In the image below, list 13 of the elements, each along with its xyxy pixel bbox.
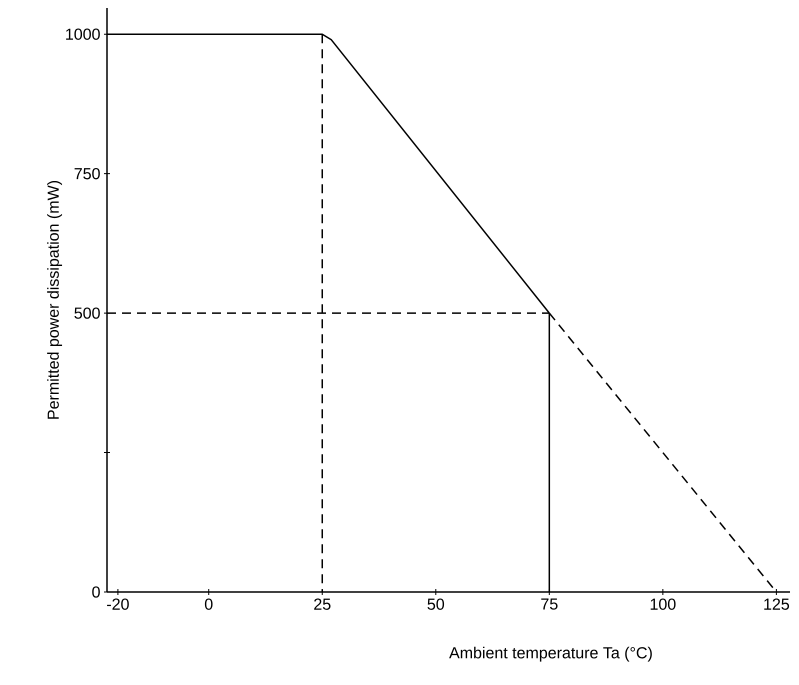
x-tick-label: 75 bbox=[541, 598, 558, 610]
x-tick-label: -20 bbox=[107, 598, 129, 610]
y-tick-label: 750 bbox=[74, 168, 100, 180]
y-axis-title: Permitted power dissipation (mW) bbox=[47, 180, 62, 419]
y-tick-label: 1000 bbox=[66, 28, 100, 40]
x-axis-title: Ambient temperature Ta (°C) bbox=[449, 646, 652, 662]
x-tick-label: 0 bbox=[204, 598, 213, 610]
x-tick-label: 100 bbox=[650, 598, 676, 610]
y-tick-label: 500 bbox=[74, 307, 100, 319]
y-tick-label: 0 bbox=[92, 586, 100, 598]
x-tick-label: 125 bbox=[764, 598, 790, 610]
x-tick-label: 25 bbox=[314, 598, 330, 610]
x-tick-label: 50 bbox=[428, 598, 444, 610]
